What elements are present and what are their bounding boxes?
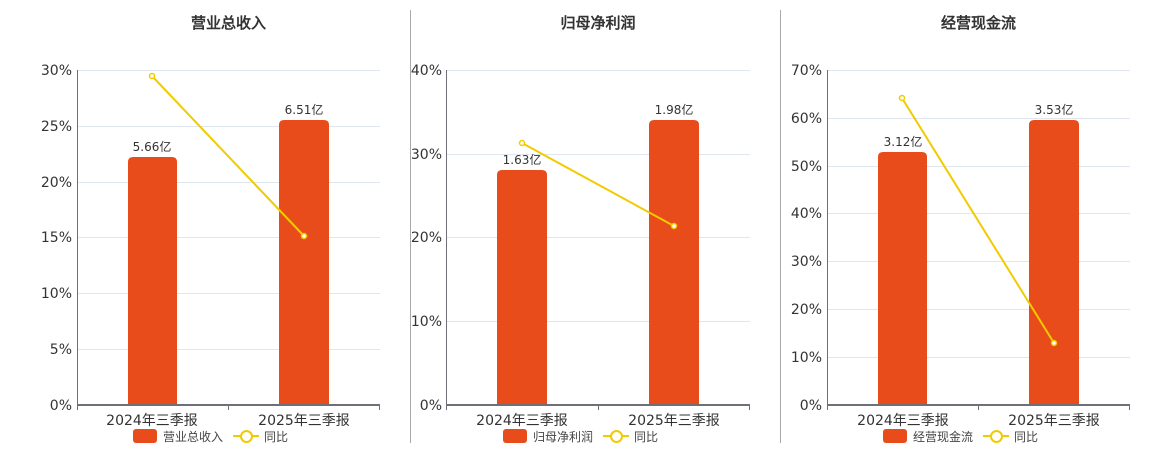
bar-labels: 1.63亿 1.98亿 (503, 102, 694, 167)
bar-2025 (279, 120, 329, 405)
svg-text:2024年三季报: 2024年三季报 (106, 413, 198, 429)
legend-line-label[interactable]: 同比 (264, 429, 289, 444)
svg-text:6.51亿: 6.51亿 (285, 102, 324, 117)
legend-bar-label[interactable]: 营业总收入 (163, 429, 224, 444)
y-axis-labels: 30% 25% 20% 15% 10% 5% 0% (41, 63, 72, 414)
svg-text:30%: 30% (791, 254, 822, 270)
svg-text:0%: 0% (800, 398, 822, 414)
svg-text:3.53亿: 3.53亿 (1035, 102, 1074, 117)
panel-separator (780, 10, 781, 443)
legend-bar-swatch (133, 429, 157, 443)
legend-bar-swatch (503, 429, 527, 443)
yoy-line (518, 139, 678, 230)
chart-plot: 30% 25% 20% 15% 10% 5% 0% 5.66亿 6.51亿 20… (41, 63, 380, 429)
yoy-line (148, 72, 308, 240)
svg-text:2024年三季报: 2024年三季报 (857, 413, 949, 429)
svg-text:0%: 0% (50, 398, 72, 414)
svg-text:25%: 25% (41, 119, 72, 135)
x-axis-labels: 2024年三季报 2025年三季报 (476, 413, 720, 429)
y-axis-labels: 40% 30% 20% 10% 0% (411, 63, 442, 414)
legend-line-icon (603, 429, 630, 443)
svg-text:50%: 50% (791, 159, 822, 175)
legend-line-label[interactable]: 同比 (634, 429, 659, 444)
chart-plot: 70% 60% 50% 40% 30% 20% 10% 0% 3.12亿 3.5… (791, 63, 1130, 429)
svg-text:70%: 70% (791, 63, 822, 79)
svg-text:0%: 0% (420, 398, 442, 414)
gridlines (446, 70, 750, 322)
chart-title: 归母净利润 (560, 14, 636, 32)
svg-text:30%: 30% (41, 63, 72, 79)
svg-text:40%: 40% (411, 63, 442, 79)
svg-text:10%: 10% (791, 350, 822, 366)
bar-labels: 5.66亿 6.51亿 (133, 102, 324, 154)
y-axis-labels: 70% 60% 50% 40% 30% 20% 10% 0% (791, 63, 822, 414)
legend-bar-label[interactable]: 经营现金流 (913, 429, 974, 444)
gridlines (827, 70, 1130, 358)
chart-title: 营业总收入 (190, 14, 266, 32)
legend-bar-swatch (883, 429, 907, 443)
panel-separator (410, 10, 411, 443)
svg-text:20%: 20% (411, 230, 442, 246)
legend-bar-label[interactable]: 归母净利润 (533, 429, 594, 444)
svg-text:2025年三季报: 2025年三季报 (628, 413, 720, 429)
svg-text:5%: 5% (50, 342, 72, 358)
svg-text:10%: 10% (41, 286, 72, 302)
yoy-line (898, 94, 1058, 347)
svg-text:2025年三季报: 2025年三季报 (1008, 413, 1100, 429)
legend-line-icon (983, 429, 1010, 443)
chart-title: 经营现金流 (940, 14, 1016, 32)
bar-2024 (497, 170, 547, 405)
svg-text:20%: 20% (791, 302, 822, 318)
svg-text:5.66亿: 5.66亿 (133, 139, 172, 154)
chart-legend[interactable]: 经营现金流 同比 (883, 427, 1038, 445)
svg-text:30%: 30% (411, 147, 442, 163)
bar-labels: 3.12亿 3.53亿 (884, 102, 1074, 149)
legend-line-label[interactable]: 同比 (1014, 429, 1039, 444)
svg-text:3.12亿: 3.12亿 (884, 134, 923, 149)
chart-legend[interactable]: 归母净利润 同比 (503, 427, 658, 445)
svg-text:60%: 60% (791, 111, 822, 127)
svg-text:1.63亿: 1.63亿 (503, 152, 542, 167)
svg-text:20%: 20% (41, 175, 72, 191)
bars (497, 120, 699, 405)
bar-2024 (878, 152, 927, 405)
svg-text:40%: 40% (791, 206, 822, 222)
svg-text:2024年三季报: 2024年三季报 (476, 413, 568, 429)
bars (128, 120, 329, 405)
x-axis-labels: 2024年三季报 2025年三季报 (857, 413, 1100, 429)
x-axis-labels: 2024年三季报 2025年三季报 (106, 413, 350, 429)
bar-2025 (1029, 120, 1079, 405)
bars (878, 120, 1079, 405)
gridlines (77, 70, 380, 350)
svg-text:1.98亿: 1.98亿 (655, 102, 694, 117)
svg-text:2025年三季报: 2025年三季报 (258, 413, 350, 429)
legend-line-icon (233, 429, 260, 443)
bar-2025 (649, 120, 699, 405)
chart-plot: 40% 30% 20% 10% 0% 1.63亿 1.98亿 2024年三季报 … (411, 63, 750, 429)
chart-panel-net-profit: 归母净利润 40% 30% 20% 10% 0% 1.63亿 1.98亿 202… (411, 14, 750, 445)
svg-text:10%: 10% (411, 314, 442, 330)
svg-text:15%: 15% (41, 230, 72, 246)
chart-legend[interactable]: 营业总收入 同比 (133, 427, 288, 445)
chart-panel-revenue: 营业总收入 30% 25% 20% 15% 10% 5% 0% 5.66亿 6.… (0, 0, 410, 450)
bar-2024 (128, 157, 177, 405)
